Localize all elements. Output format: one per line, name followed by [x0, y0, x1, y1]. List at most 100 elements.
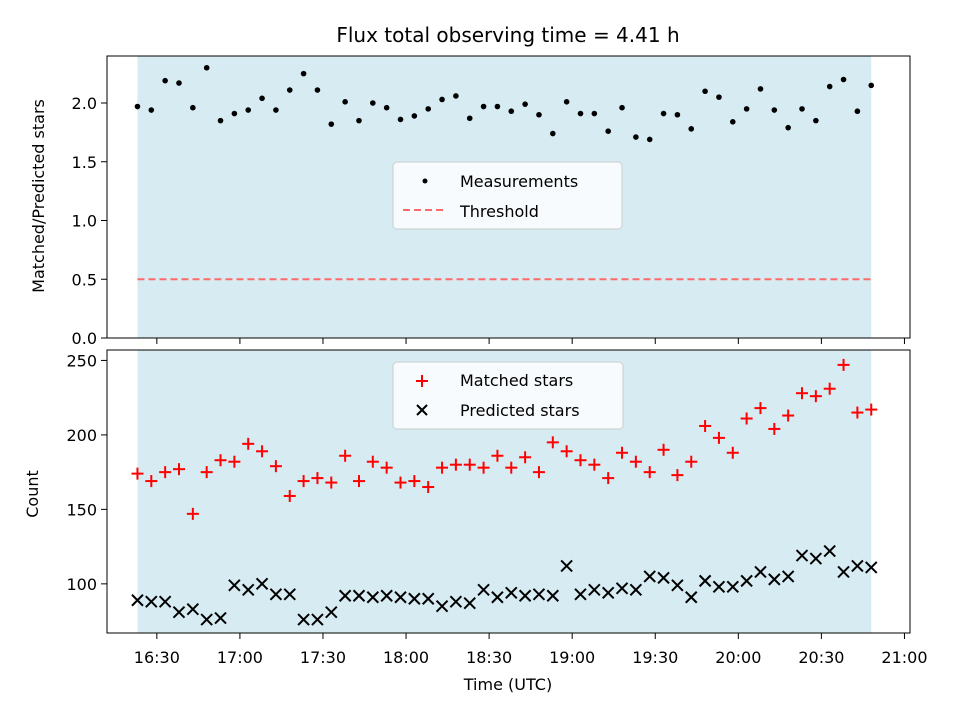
predicted-star-point	[546, 589, 560, 602]
matched-star-point	[671, 469, 684, 482]
measurement-point	[245, 107, 252, 113]
predicted-star-point	[629, 583, 643, 597]
measurement-point	[342, 99, 348, 105]
matched-star-point	[532, 466, 545, 479]
matched-star-point	[214, 454, 227, 467]
predicted-star-point	[435, 599, 449, 613]
measurement-point	[591, 110, 598, 117]
matched-star-point	[768, 422, 781, 435]
x-tick-label: 16:30	[134, 648, 180, 667]
predicted-star-point	[380, 589, 393, 602]
matched-star-point	[325, 476, 338, 489]
matched-star-point	[436, 461, 449, 474]
predicted-star-point	[269, 588, 283, 601]
matched-star-point	[823, 382, 836, 395]
matched-star-point	[574, 454, 587, 467]
bottom-panel: 100 150 200 250 16:30 17:00 17:30 18:00 18:30 19…	[23, 349, 928, 694]
matched-star-point	[159, 466, 172, 479]
predicted-star-point	[325, 605, 338, 619]
matched-star-point	[657, 443, 670, 456]
measurement-point	[328, 121, 335, 127]
matched-star-point	[754, 402, 767, 415]
predicted-star-point	[131, 594, 144, 607]
measurement-point	[633, 134, 639, 140]
predicted-star-point	[574, 588, 587, 601]
top-y-axis-label: Matched/Predicted stars	[29, 99, 48, 293]
x-tick-label: 21:00	[881, 648, 927, 667]
matched-star-point	[352, 475, 365, 488]
predicted-star-point	[352, 589, 366, 602]
predicted-star-point	[615, 582, 629, 595]
matched-star-point	[560, 445, 573, 458]
measurement-point	[383, 104, 390, 111]
matched-star-point	[685, 455, 698, 468]
predicted-star-point	[768, 573, 781, 586]
legend-matched-marker	[416, 375, 428, 387]
matched-star-point	[865, 403, 878, 416]
measurement-point	[453, 93, 459, 99]
matched-stars-series	[131, 358, 878, 520]
x-tick-label: 18:30	[466, 648, 512, 667]
predicted-star-point	[463, 597, 476, 610]
matched-star-point	[699, 419, 712, 432]
matched-star-point	[269, 460, 282, 473]
predicted-star-point	[505, 586, 518, 599]
matched-star-point	[796, 387, 809, 400]
matched-star-point	[339, 449, 352, 462]
measurement-point	[688, 126, 695, 132]
predicted-star-point	[865, 561, 878, 574]
measurement-point	[868, 82, 875, 89]
matched-star-point	[380, 461, 393, 474]
matched-star-point	[311, 472, 324, 485]
x-tick-label: 20:30	[798, 648, 844, 667]
top-legend: Measurements Threshold	[392, 161, 623, 230]
matched-star-point	[131, 467, 144, 480]
legend-measurements-marker	[422, 178, 428, 184]
predicted-star-point	[712, 580, 726, 594]
matched-star-point	[172, 463, 185, 476]
measurement-point	[605, 128, 611, 134]
predicted-star-point	[242, 583, 255, 597]
predicted-star-point	[408, 592, 421, 605]
predicted-star-point	[781, 570, 795, 583]
x-tick-label: 17:30	[300, 648, 346, 667]
matched-star-point	[145, 475, 158, 488]
measurement-point	[729, 119, 736, 125]
measurement-point	[550, 130, 556, 137]
measurement-point	[813, 117, 819, 124]
matched-star-point	[643, 466, 656, 479]
predicted-star-point	[740, 574, 753, 588]
predicted-star-point	[809, 552, 823, 565]
predicted-star-point	[186, 602, 200, 616]
top-y-ticks: 0.0 0.5 1.0 1.5 2.0	[72, 94, 107, 348]
measurement-point	[771, 107, 778, 113]
measurement-point	[259, 95, 265, 102]
predicted-star-point	[754, 565, 767, 579]
top-y-tick-label: 2.0	[72, 94, 97, 113]
measurement-point	[231, 110, 238, 117]
matched-star-point	[477, 461, 490, 474]
matched-star-point	[200, 466, 213, 479]
predicted-star-point	[726, 580, 739, 594]
matched-star-point	[726, 446, 739, 459]
measurement-point	[217, 117, 224, 124]
measurement-point	[536, 111, 542, 118]
predicted-star-point	[643, 570, 656, 583]
bottom-y-tick-label: 100	[66, 575, 97, 594]
predicted-star-point	[297, 613, 310, 626]
legend-predicted-marker	[416, 404, 428, 416]
matched-star-point	[602, 472, 615, 485]
matched-star-point	[505, 461, 518, 474]
measurement-point	[314, 87, 321, 93]
bottom-y-tick-label: 250	[66, 351, 97, 370]
matched-star-point	[366, 455, 379, 468]
matched-star-point	[740, 412, 753, 425]
bottom-legend: Matched stars Predicted stars	[392, 361, 624, 430]
predicted-star-point	[657, 571, 670, 585]
matched-star-point	[837, 358, 850, 371]
measurement-point	[300, 70, 307, 77]
measurement-point	[674, 111, 681, 118]
predicted-star-point	[200, 613, 213, 626]
matched-star-point	[616, 446, 629, 459]
predicted-star-point	[158, 595, 172, 608]
